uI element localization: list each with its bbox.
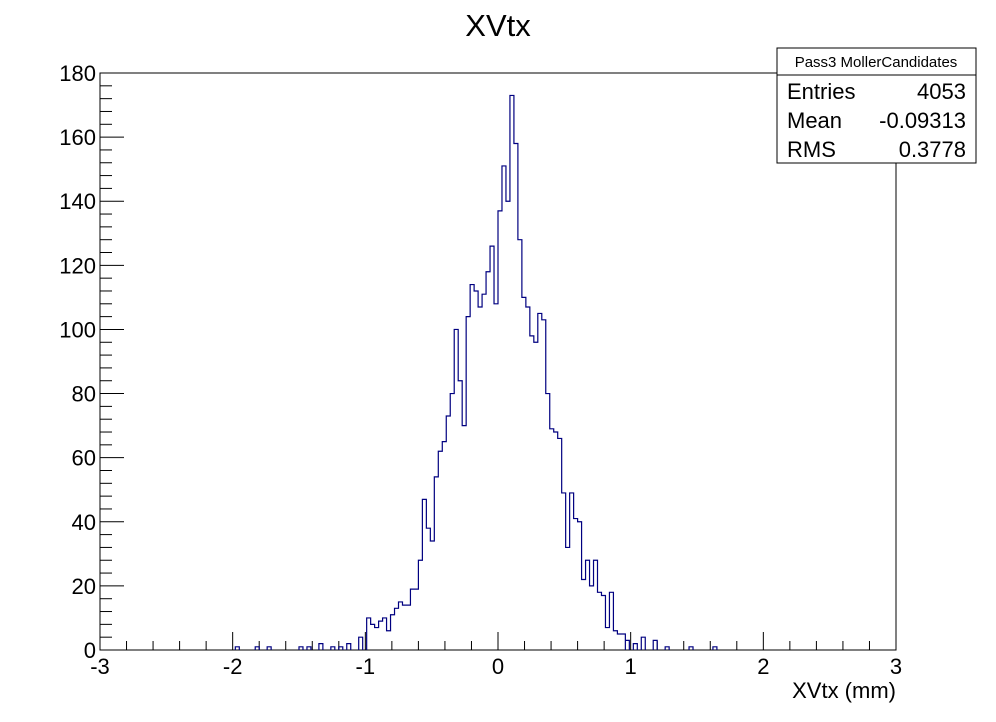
x-tick-label: 3 bbox=[890, 654, 902, 679]
stats-rms-value: 0.3778 bbox=[899, 137, 966, 162]
y-tick-label: 80 bbox=[72, 382, 96, 407]
stats-entries-label: Entries bbox=[787, 79, 855, 104]
y-tick-label: 140 bbox=[59, 189, 96, 214]
stats-box-frame bbox=[776, 47, 977, 164]
y-tick-label: 120 bbox=[59, 253, 96, 278]
stats-mean-value: -0.09313 bbox=[879, 108, 966, 133]
chart-title: XVtx bbox=[465, 8, 531, 43]
stats-rms-label: RMS bbox=[787, 137, 836, 162]
x-tick-label: -3 bbox=[90, 654, 110, 679]
histogram-series bbox=[234, 94, 718, 650]
y-tick-labels: 0 20 40 60 80 100 120 140 160 180 bbox=[59, 61, 96, 663]
x-tick-label: 2 bbox=[757, 654, 769, 679]
y-tick-label: 100 bbox=[59, 317, 96, 342]
y-tick-label: 20 bbox=[72, 574, 96, 599]
y-tick-label: 180 bbox=[59, 61, 96, 86]
y-tick-label: 60 bbox=[72, 446, 96, 471]
y-tick-label: 160 bbox=[59, 125, 96, 150]
x-tick-label: 1 bbox=[625, 654, 637, 679]
x-tick-labels: -3 -2 -1 0 1 2 3 bbox=[90, 654, 902, 679]
stats-box-name: Pass3 MollerCandidates bbox=[795, 54, 958, 71]
stats-mean-label: Mean bbox=[787, 108, 842, 133]
y-tick-label: 0 bbox=[84, 638, 96, 663]
x-tick-label: -1 bbox=[356, 654, 376, 679]
x-tick-label: -2 bbox=[223, 654, 243, 679]
x-tick-label: 0 bbox=[492, 654, 504, 679]
stats-box: Pass3 MollerCandidates Entries 4053 Mean… bbox=[776, 47, 977, 164]
stats-entries-value: 4053 bbox=[917, 79, 966, 104]
y-tick-label: 40 bbox=[72, 510, 96, 535]
x-axis-title: XVtx (mm) bbox=[792, 678, 896, 703]
